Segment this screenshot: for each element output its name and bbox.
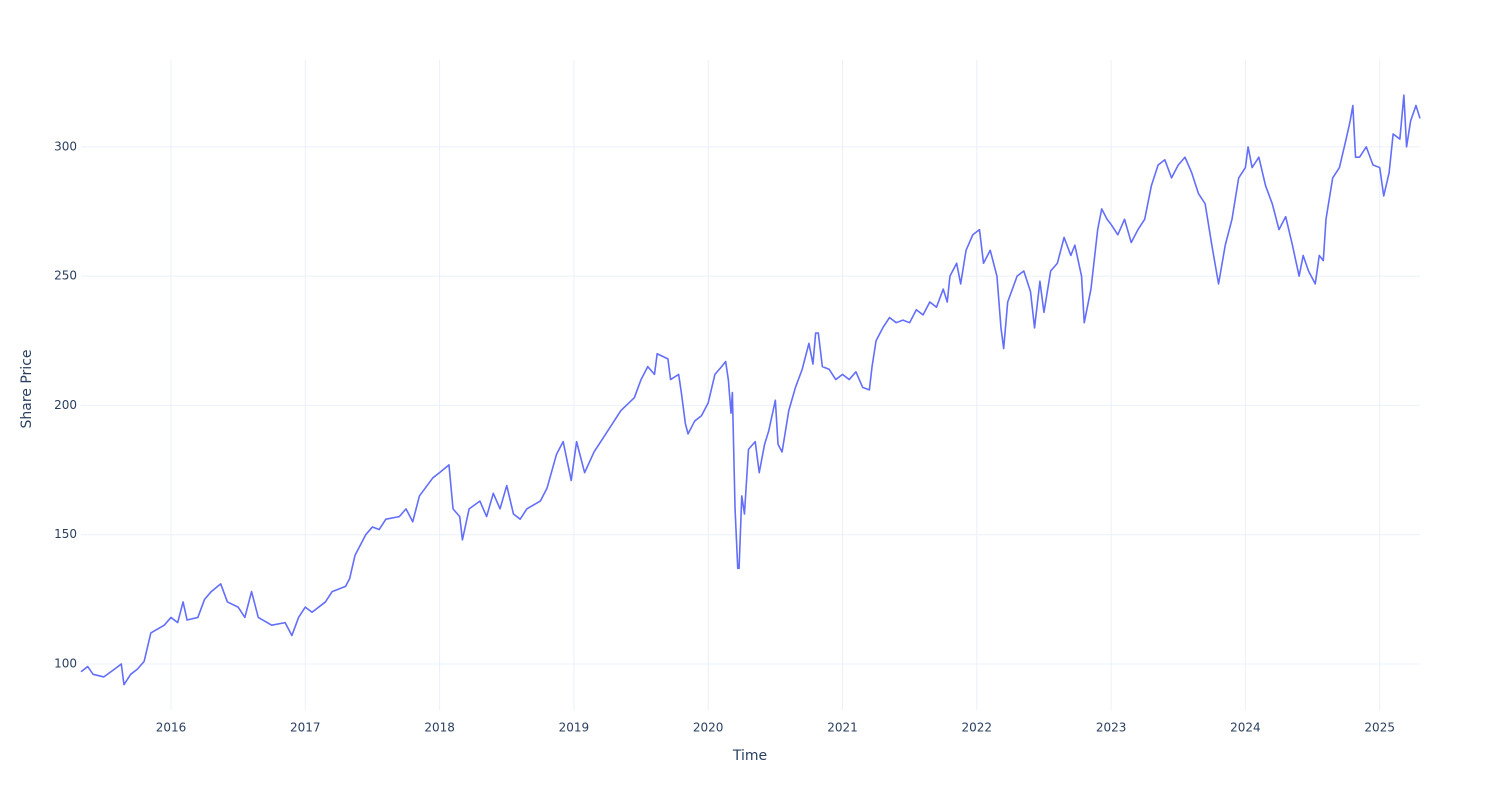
x-tick-label: 2022	[962, 721, 993, 735]
x-tick-label: 2021	[827, 721, 858, 735]
y-tick-label: 150	[54, 527, 77, 541]
x-tick-label: 2016	[156, 721, 187, 735]
x-tick-label: 2019	[559, 721, 590, 735]
x-tick-label: 2020	[693, 721, 724, 735]
y-tick-label: 100	[54, 656, 77, 670]
y-tick-label: 250	[54, 269, 77, 283]
x-tick-label: 2017	[290, 721, 321, 735]
x-axis-title: Time	[732, 748, 767, 764]
y-tick-label: 200	[54, 398, 77, 412]
x-tick-label: 2025	[1364, 721, 1395, 735]
x-tick-label: 2024	[1230, 721, 1261, 735]
x-tick-label: 2023	[1096, 721, 1127, 735]
x-tick-label: 2018	[424, 721, 455, 735]
y-axis-title: Share Price	[19, 349, 35, 428]
price-line	[80, 94, 1421, 686]
y-tick-label: 300	[54, 139, 77, 153]
